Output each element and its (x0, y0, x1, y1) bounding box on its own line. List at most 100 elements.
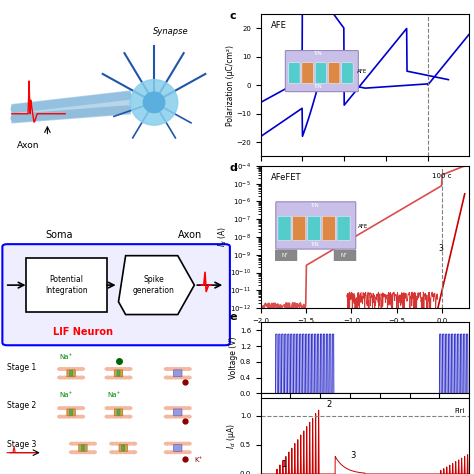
FancyBboxPatch shape (122, 445, 125, 451)
Circle shape (173, 407, 178, 410)
Circle shape (118, 368, 123, 370)
Circle shape (62, 415, 67, 418)
FancyBboxPatch shape (293, 216, 306, 240)
Text: AFE: AFE (271, 21, 287, 30)
FancyBboxPatch shape (173, 370, 182, 377)
Circle shape (182, 407, 187, 410)
Text: Na⁺: Na⁺ (60, 392, 73, 398)
Circle shape (70, 442, 75, 445)
Circle shape (127, 376, 132, 379)
Circle shape (75, 415, 80, 418)
Text: N⁺: N⁺ (282, 254, 289, 258)
Circle shape (79, 415, 84, 418)
Circle shape (131, 451, 137, 454)
Text: 100 c: 100 c (432, 173, 451, 179)
Circle shape (169, 451, 174, 454)
Circle shape (105, 415, 110, 418)
Circle shape (79, 368, 84, 370)
Circle shape (186, 368, 191, 370)
Circle shape (177, 442, 182, 445)
Circle shape (186, 451, 191, 454)
Text: TiN: TiN (313, 51, 322, 56)
Text: LIF Neuron: LIF Neuron (53, 327, 113, 337)
Circle shape (186, 376, 191, 379)
Circle shape (78, 442, 83, 445)
Circle shape (118, 442, 124, 445)
Circle shape (62, 376, 67, 379)
Circle shape (182, 376, 187, 379)
Y-axis label: Polarization (μC/cm²): Polarization (μC/cm²) (226, 45, 235, 126)
Circle shape (70, 451, 75, 454)
Circle shape (87, 442, 92, 445)
Circle shape (186, 407, 191, 410)
Circle shape (66, 407, 72, 410)
Text: c: c (229, 11, 236, 21)
Text: e: e (229, 312, 237, 322)
Circle shape (182, 415, 187, 418)
Text: Soma: Soma (46, 230, 73, 240)
FancyBboxPatch shape (2, 244, 230, 345)
Text: Axon: Axon (177, 230, 202, 240)
Circle shape (58, 407, 63, 410)
Circle shape (114, 368, 119, 370)
FancyBboxPatch shape (114, 409, 123, 416)
Circle shape (186, 442, 191, 445)
Circle shape (105, 368, 110, 370)
Circle shape (127, 451, 132, 454)
FancyBboxPatch shape (79, 445, 87, 451)
FancyBboxPatch shape (70, 410, 73, 415)
Circle shape (143, 92, 165, 113)
FancyBboxPatch shape (119, 445, 128, 451)
Circle shape (66, 368, 72, 370)
Circle shape (109, 407, 115, 410)
FancyBboxPatch shape (334, 249, 356, 263)
Text: AFE: AFE (357, 224, 368, 229)
Text: 2: 2 (326, 400, 331, 409)
Circle shape (118, 451, 124, 454)
Circle shape (74, 442, 79, 445)
Circle shape (109, 415, 115, 418)
Circle shape (118, 415, 123, 418)
Text: AFeFET: AFeFET (271, 173, 301, 182)
Circle shape (114, 451, 119, 454)
Circle shape (186, 415, 191, 418)
Text: AFE: AFE (357, 69, 368, 74)
Circle shape (173, 442, 178, 445)
Circle shape (58, 376, 63, 379)
Circle shape (164, 415, 170, 418)
Circle shape (109, 368, 115, 370)
Text: Spike
generation: Spike generation (133, 275, 175, 295)
Circle shape (177, 368, 182, 370)
Circle shape (123, 442, 128, 445)
FancyBboxPatch shape (302, 63, 313, 83)
FancyBboxPatch shape (26, 258, 107, 312)
Circle shape (71, 376, 76, 379)
Circle shape (114, 407, 119, 410)
Circle shape (75, 376, 80, 379)
Circle shape (114, 442, 119, 445)
FancyBboxPatch shape (173, 409, 182, 416)
Circle shape (173, 451, 178, 454)
Circle shape (182, 451, 187, 454)
Text: TiN: TiN (310, 203, 319, 208)
Circle shape (169, 407, 174, 410)
Circle shape (118, 376, 123, 379)
FancyBboxPatch shape (173, 445, 182, 451)
Text: TiN: TiN (310, 242, 319, 247)
Circle shape (82, 451, 88, 454)
Circle shape (127, 368, 132, 370)
Circle shape (122, 376, 128, 379)
X-axis label: $V_g$ (V): $V_g$ (V) (353, 325, 377, 338)
Text: Na⁺: Na⁺ (60, 354, 73, 360)
FancyBboxPatch shape (117, 410, 120, 415)
Circle shape (130, 80, 178, 125)
Circle shape (75, 368, 80, 370)
Circle shape (74, 451, 79, 454)
X-axis label: Electric Field (MV/cm): Electric Field (MV/cm) (323, 173, 407, 182)
Circle shape (71, 407, 76, 410)
Circle shape (164, 442, 170, 445)
FancyBboxPatch shape (276, 202, 356, 249)
Text: d: d (229, 163, 237, 173)
Circle shape (169, 415, 174, 418)
Circle shape (127, 407, 132, 410)
